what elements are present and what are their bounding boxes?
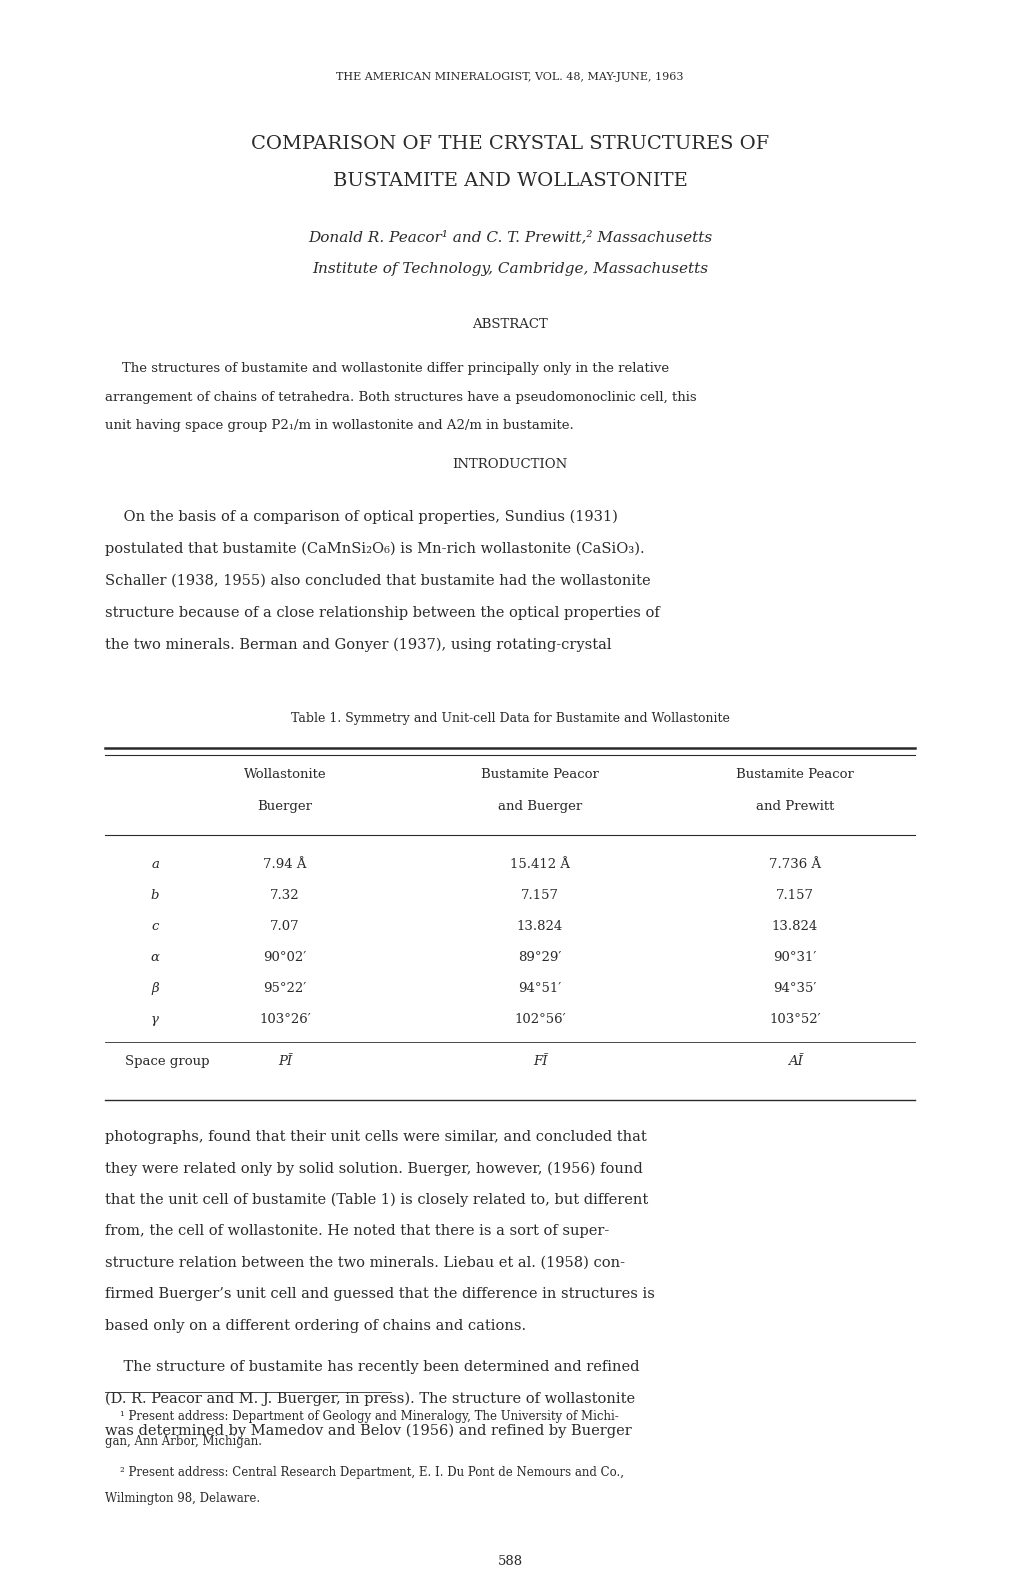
Text: The structures of bustamite and wollastonite differ principally only in the rela: The structures of bustamite and wollasto… [105,362,668,375]
Text: postulated that bustamite (CaMnSi₂O₆) is Mn-rich wollastonite (CaSiO₃).: postulated that bustamite (CaMnSi₂O₆) is… [105,543,644,557]
Text: firmed Buerger’s unit cell and guessed that the difference in structures is: firmed Buerger’s unit cell and guessed t… [105,1288,654,1301]
Text: INTRODUCTION: INTRODUCTION [452,458,567,471]
Text: arrangement of chains of tetrahedra. Both structures have a pseudomonoclinic cel: arrangement of chains of tetrahedra. Bot… [105,391,696,404]
Text: 89°29′: 89°29′ [518,951,561,964]
Text: Donald R. Peacor¹ and C. T. Prewitt,² Massachusetts: Donald R. Peacor¹ and C. T. Prewitt,² Ma… [308,230,711,244]
Text: a: a [151,859,159,871]
Text: and Buerger: and Buerger [497,800,582,812]
Text: Wollastonite: Wollastonite [244,768,326,780]
Text: Space group: Space group [125,1055,209,1068]
Text: Buerger: Buerger [257,800,312,812]
Text: based only on a different ordering of chains and cations.: based only on a different ordering of ch… [105,1318,526,1333]
Text: 90°02′: 90°02′ [263,951,307,964]
Text: FĪ: FĪ [532,1055,547,1068]
Text: and Prewitt: and Prewitt [755,800,834,812]
Text: they were related only by solid solution. Buerger, however, (1956) found: they were related only by solid solution… [105,1162,642,1176]
Text: photographs, found that their unit cells were similar, and concluded that: photographs, found that their unit cells… [105,1130,646,1144]
Text: 7.94 Å: 7.94 Å [263,859,307,871]
Text: unit having space group P2₁/m in wollastonite and A2/m in bustamite.: unit having space group P2₁/m in wollast… [105,420,574,433]
Text: that the unit cell of bustamite (Table 1) is closely related to, but different: that the unit cell of bustamite (Table 1… [105,1192,648,1208]
Text: COMPARISON OF THE CRYSTAL STRUCTURES OF: COMPARISON OF THE CRYSTAL STRUCTURES OF [251,136,768,153]
Text: ² Present address: Central Research Department, E. I. Du Pont de Nemours and Co.: ² Present address: Central Research Depa… [105,1467,624,1479]
Text: AĪ: AĪ [787,1055,802,1068]
Text: the two minerals. Berman and Gonyer (1937), using rotating-crystal: the two minerals. Berman and Gonyer (193… [105,638,611,653]
Text: ¹ Present address: Department of Geology and Mineralogy, The University of Michi: ¹ Present address: Department of Geology… [105,1409,619,1424]
Text: 13.824: 13.824 [771,919,817,934]
Text: (D. R. Peacor and M. J. Buerger, in press). The structure of wollastonite: (D. R. Peacor and M. J. Buerger, in pres… [105,1392,635,1406]
Text: 95°22′: 95°22′ [263,982,307,994]
Text: Bustamite Peacor: Bustamite Peacor [736,768,853,780]
Text: c: c [151,919,159,934]
Text: 90°31′: 90°31′ [772,951,816,964]
Text: 588: 588 [497,1555,522,1567]
Text: Institute of Technology, Cambridge, Massachusetts: Institute of Technology, Cambridge, Mass… [312,262,707,276]
Text: structure because of a close relationship between the optical properties of: structure because of a close relationshi… [105,606,659,619]
Text: 7.07: 7.07 [270,919,300,934]
Text: 102°56′: 102°56′ [514,1013,566,1026]
Text: gan, Ann Arbor, Michigan.: gan, Ann Arbor, Michigan. [105,1435,262,1449]
Text: THE AMERICAN MINERALOGIST, VOL. 48, MAY-JUNE, 1963: THE AMERICAN MINERALOGIST, VOL. 48, MAY-… [336,72,683,81]
Text: was determined by Mamedov and Belov (1956) and refined by Buerger: was determined by Mamedov and Belov (195… [105,1424,631,1438]
Text: structure relation between the two minerals. Liebau et al. (1958) con-: structure relation between the two miner… [105,1256,625,1270]
Text: α: α [151,951,159,964]
Text: 103°52′: 103°52′ [768,1013,820,1026]
Text: 94°35′: 94°35′ [772,982,816,994]
Text: Schaller (1938, 1955) also concluded that bustamite had the wollastonite: Schaller (1938, 1955) also concluded tha… [105,575,650,587]
Text: BUSTAMITE AND WOLLASTONITE: BUSTAMITE AND WOLLASTONITE [332,172,687,190]
Text: 13.824: 13.824 [517,919,562,934]
Text: 7.157: 7.157 [521,889,558,902]
Text: 7.32: 7.32 [270,889,300,902]
Text: 103°26′: 103°26′ [259,1013,311,1026]
Text: Table 1. Symmetry and Unit-cell Data for Bustamite and Wollastonite: Table 1. Symmetry and Unit-cell Data for… [290,712,729,725]
Text: PĪ: PĪ [277,1055,291,1068]
Text: 94°51′: 94°51′ [518,982,561,994]
Text: 7.736 Å: 7.736 Å [768,859,820,871]
Text: γ: γ [151,1013,159,1026]
Text: 15.412 Å: 15.412 Å [510,859,570,871]
Text: b: b [151,889,159,902]
Text: Bustamite Peacor: Bustamite Peacor [481,768,598,780]
Text: The structure of bustamite has recently been determined and refined: The structure of bustamite has recently … [105,1360,639,1374]
Text: Wilmington 98, Delaware.: Wilmington 98, Delaware. [105,1492,260,1505]
Text: β: β [151,982,159,994]
Text: from, the cell of wollastonite. He noted that there is a sort of super-: from, the cell of wollastonite. He noted… [105,1224,608,1238]
Text: 7.157: 7.157 [775,889,813,902]
Text: ABSTRACT: ABSTRACT [472,318,547,330]
Text: On the basis of a comparison of optical properties, Sundius (1931): On the basis of a comparison of optical … [105,511,618,525]
